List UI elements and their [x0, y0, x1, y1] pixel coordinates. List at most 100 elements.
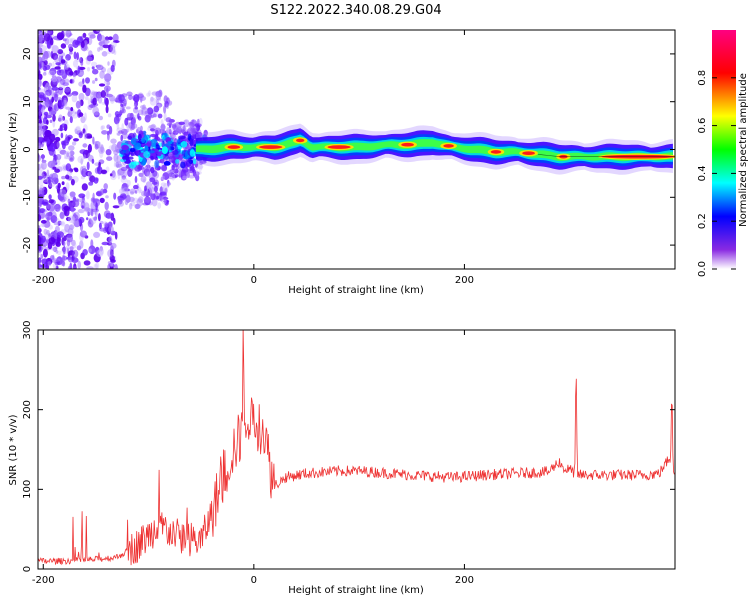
spectrogram-cell	[38, 230, 41, 235]
spectrogram-cell	[55, 265, 59, 269]
spectrogram-cell	[91, 66, 95, 70]
spectrogram-cell	[93, 177, 99, 184]
spectrogram-cell	[64, 150, 72, 160]
spectrogram-cell	[65, 174, 70, 180]
spectrogram-cell	[63, 195, 69, 200]
spectrogram-cell	[66, 152, 70, 158]
spectrogram-cell	[74, 168, 79, 173]
spectrogram-cell	[174, 145, 178, 152]
snr-xlabel: Height of straight line (km)	[288, 585, 424, 596]
spectrogram-cell	[159, 193, 164, 202]
spectrogram-cell	[71, 114, 78, 119]
spectrogram-cell	[85, 77, 90, 84]
spectrogram-cell	[134, 175, 138, 184]
spectrogram-cell	[53, 104, 57, 111]
spectrogram-cell	[107, 132, 110, 141]
spectrogram-cell	[52, 61, 55, 70]
spectrogram-cell	[112, 205, 120, 209]
spectrogram-cell	[91, 158, 95, 164]
spectrogram-cell	[44, 129, 52, 138]
spectrogram-cell	[65, 54, 71, 61]
spectrogram-cell	[87, 143, 92, 153]
spectrogram-cell	[56, 32, 64, 40]
spectrogram-cell	[124, 128, 130, 133]
spectrogram-cell	[109, 266, 114, 269]
spectrogram-cell	[126, 112, 133, 120]
spectrogram-cell	[163, 105, 167, 114]
spectrogram-cell	[38, 47, 42, 55]
spectrogram-cell	[151, 198, 158, 207]
spectrogram-cell	[49, 119, 53, 124]
spectrogram-cell	[110, 259, 116, 263]
spectrogram-cell	[70, 107, 74, 112]
spectrogram-cell	[96, 249, 104, 257]
spectrogram-cell	[71, 91, 79, 96]
spectrogram-cell	[78, 99, 82, 108]
spectrogram-cell	[52, 263, 58, 269]
spectrogram-cell	[136, 198, 143, 207]
spectrogram-cell	[54, 225, 60, 234]
spectrogram-cell	[71, 94, 78, 103]
spectrogram-cell	[60, 198, 66, 203]
spectrogram-cell	[63, 205, 71, 211]
spectrogram-cell	[47, 138, 50, 145]
spectrogram-cell	[38, 163, 41, 171]
spectrogram-cell	[43, 51, 49, 60]
spectrogram-cell	[142, 166, 145, 171]
spectrogram-cell	[171, 174, 176, 181]
spectrogram-cell	[148, 150, 155, 154]
colorbar-ticks: 0.0 0.2 0.4 0.6 0.8	[697, 70, 736, 277]
spectrogram-cell	[79, 240, 84, 249]
spectrogram-cell	[82, 32, 87, 38]
spectrogram-cell	[122, 187, 129, 193]
colorbar-gradient	[712, 30, 736, 269]
spectrogram-cell	[67, 198, 71, 204]
colorbar-label: Normalized spectral amplitude	[738, 73, 749, 227]
spectrogram-cell	[115, 163, 123, 168]
spectrogram-cell	[51, 52, 59, 61]
spectrogram-cell	[99, 246, 104, 252]
spectrogram-cell	[86, 217, 89, 221]
spectrogram-cell	[145, 181, 152, 189]
spectrogram-cell	[85, 56, 93, 62]
spectrogram-cell	[60, 220, 65, 225]
spectrogram-cell	[189, 122, 195, 128]
spectrogram-cell	[85, 96, 89, 101]
spectrogram-cell	[82, 78, 85, 85]
spectrogram-heatmap	[38, 30, 675, 269]
spectrogram-cell	[50, 255, 55, 261]
spectrogram-cell	[60, 59, 66, 64]
spectrogram-cell	[69, 224, 75, 231]
spectrogram-cell	[48, 194, 52, 200]
spectrogram-cell	[40, 253, 44, 260]
spectrogram-cell	[54, 136, 61, 142]
spectrogram-cell	[155, 92, 162, 101]
spectrogram-cell	[131, 161, 140, 166]
spectrogram-cell	[144, 185, 147, 192]
spectrogram-cell	[130, 137, 137, 145]
spectrogram-cell	[138, 172, 144, 177]
y-tick-label: 0	[22, 566, 33, 572]
spectrogram-cell	[130, 152, 134, 157]
spectrogram-cell	[57, 147, 62, 152]
spectrogram-cell	[92, 136, 95, 145]
spectrogram-cell	[47, 85, 52, 94]
spectrogram-cell	[178, 135, 186, 140]
spectrogram-cell	[78, 132, 83, 139]
spectrogram-cell	[75, 198, 79, 202]
spectrogram-cell	[63, 30, 71, 37]
spectrogram-cell	[51, 159, 56, 166]
spectrogram-ylabel: Frequency (Hz)	[8, 112, 19, 188]
spectrogram-cell	[93, 216, 98, 221]
spectrogram-cell	[51, 172, 59, 181]
spectrogram-cell	[126, 91, 133, 97]
spectrogram-cell	[127, 135, 133, 140]
spectrogram-cell	[117, 170, 121, 180]
spectrogram-cell	[70, 179, 75, 186]
spectrogram-cell	[110, 249, 114, 257]
spectrogram-cell	[165, 137, 172, 142]
spectrogram-cell	[38, 177, 44, 187]
colorbar-tick-label: 0.2	[697, 213, 708, 229]
spectrogram-cell	[94, 143, 99, 150]
y-tick-label: 0	[22, 146, 33, 152]
